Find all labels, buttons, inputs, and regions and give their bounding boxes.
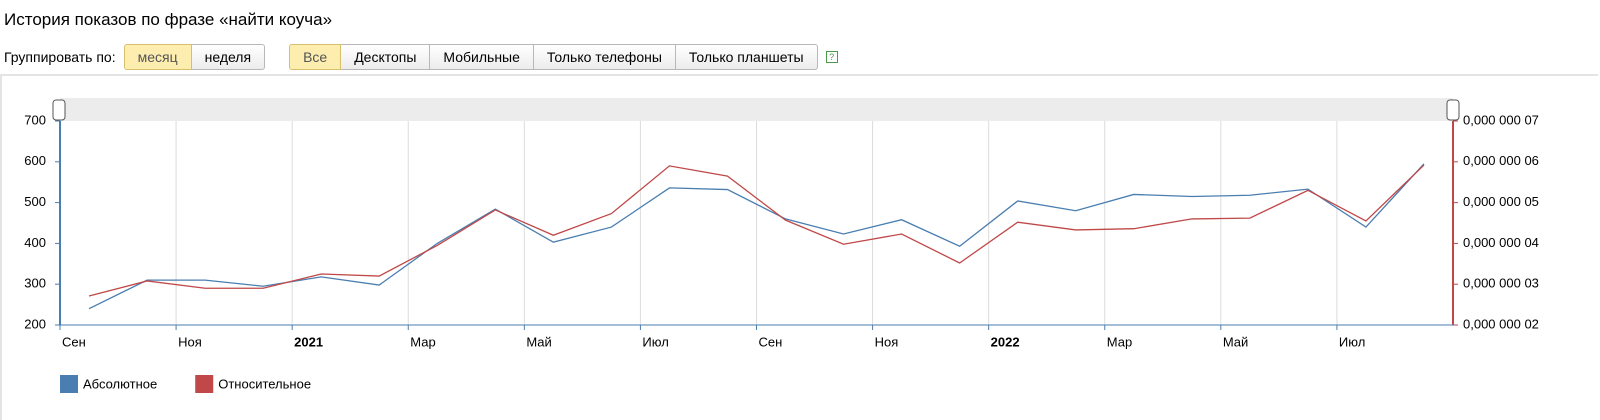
slider-handle[interactable] <box>52 99 66 121</box>
x-tick-label: Мар <box>1107 334 1132 349</box>
legend-swatch <box>60 375 78 393</box>
x-tick-label: Май <box>526 334 551 349</box>
x-tick-label: Ноя <box>178 334 202 349</box>
chart-panel <box>0 74 1598 420</box>
slider-handle[interactable] <box>1446 99 1460 121</box>
y2-tick-label: 0,000 000 05 <box>1463 194 1539 209</box>
group-label: Группировать по: <box>4 49 116 65</box>
legend-label: Относительное <box>218 376 311 391</box>
y-tick-label: 700 <box>24 112 46 127</box>
y-tick-label: 400 <box>24 235 46 250</box>
series-line <box>88 163 1425 310</box>
device-options: Все Десктопы Мобильные Только телефоны Т… <box>289 44 818 70</box>
x-tick-label: Июл <box>642 334 668 349</box>
x-tick-label: Сен <box>62 334 86 349</box>
device-option[interactable]: Мобильные <box>430 44 534 70</box>
x-tick-label: Июл <box>1339 334 1365 349</box>
y2-tick-label: 0,000 000 04 <box>1463 235 1539 250</box>
group-option[interactable]: месяц <box>123 44 192 70</box>
help-icon[interactable]: ? <box>825 51 838 63</box>
y2-tick-label: 0,000 000 02 <box>1463 316 1539 331</box>
controls: Группировать по: месяц неделя Все Дескто… <box>4 44 838 70</box>
legend-swatch <box>195 375 214 393</box>
group-options: месяц неделя <box>123 44 266 70</box>
x-tick-label: 2022 <box>991 334 1020 349</box>
x-tick-label: Сен <box>759 334 783 349</box>
y-tick-label: 300 <box>24 276 46 291</box>
y2-tick-label: 0,000 000 06 <box>1463 153 1539 168</box>
x-tick-label: Мар <box>410 334 435 349</box>
device-option[interactable]: Все <box>289 44 342 70</box>
y-tick-label: 500 <box>24 194 46 209</box>
series-line <box>88 164 1425 297</box>
y2-tick-label: 0,000 000 03 <box>1463 276 1539 291</box>
x-tick-label: Май <box>1223 334 1248 349</box>
group-option[interactable]: неделя <box>191 44 266 70</box>
device-option[interactable]: Только телефоны <box>533 44 676 70</box>
x-tick-label: Ноя <box>875 334 899 349</box>
range-slider[interactable] <box>60 98 1453 121</box>
y-tick-label: 200 <box>24 316 46 331</box>
y-tick-label: 600 <box>24 153 46 168</box>
legend-label: Абсолютное <box>83 376 157 391</box>
device-option[interactable]: Только планшеты <box>675 44 818 70</box>
y2-tick-label: 0,000 000 07 <box>1463 112 1539 127</box>
x-tick-label: 2021 <box>294 334 323 349</box>
page-title: История показов по фразе «найти коуча» <box>4 10 333 29</box>
device-option[interactable]: Десктопы <box>341 44 431 70</box>
